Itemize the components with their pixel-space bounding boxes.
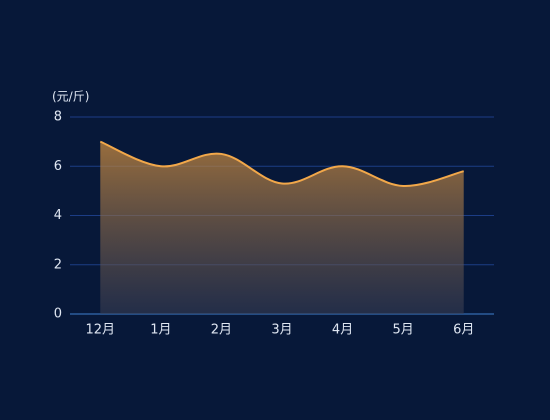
- x-tick-label: 5月: [393, 323, 414, 338]
- x-tick-label: 3月: [271, 323, 292, 338]
- x-tick-label: 4月: [332, 323, 353, 338]
- x-tick-label: 12月: [86, 323, 116, 338]
- y-tick-label: 4: [54, 208, 62, 223]
- x-tick-label: 1月: [150, 323, 171, 338]
- y-axis-label: (元/斤): [52, 90, 89, 104]
- x-tick-label: 6月: [453, 323, 474, 338]
- y-tick-label: 8: [54, 110, 62, 125]
- y-tick-label: 6: [54, 159, 62, 174]
- y-tick-label: 0: [54, 307, 62, 322]
- line: [99, 140, 464, 187]
- y-tick-label: 2: [54, 257, 62, 272]
- area-fill: [100, 141, 464, 314]
- x-tick-label: 2月: [211, 323, 232, 338]
